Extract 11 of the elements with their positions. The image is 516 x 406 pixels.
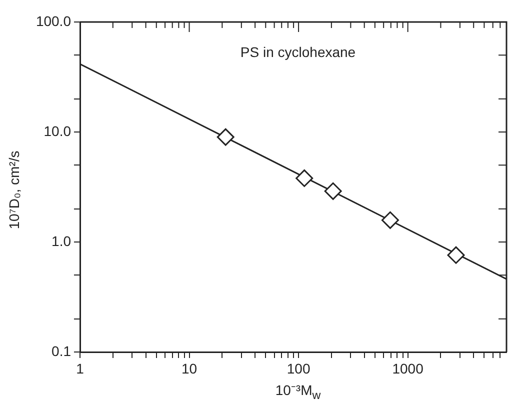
x-tick-label: 10 <box>181 360 198 376</box>
y-tick-label: 10.0 <box>44 122 72 139</box>
y-tick-label: 1.0 <box>52 232 72 249</box>
annotation: PS in cyclohexane <box>240 44 356 60</box>
x-axis-title: 10⁻³M$_{w}$ <box>275 381 321 402</box>
x-tick-label: 1 <box>76 360 84 376</box>
y-tick-label: 100.0 <box>36 12 72 29</box>
x-tick-label: 1000 <box>392 360 424 376</box>
y-axis-title: 10⁷D₀, cm²/s <box>6 150 22 230</box>
y-tick-label: 0.1 <box>52 342 72 359</box>
x-tick-label: 100 <box>286 360 310 376</box>
